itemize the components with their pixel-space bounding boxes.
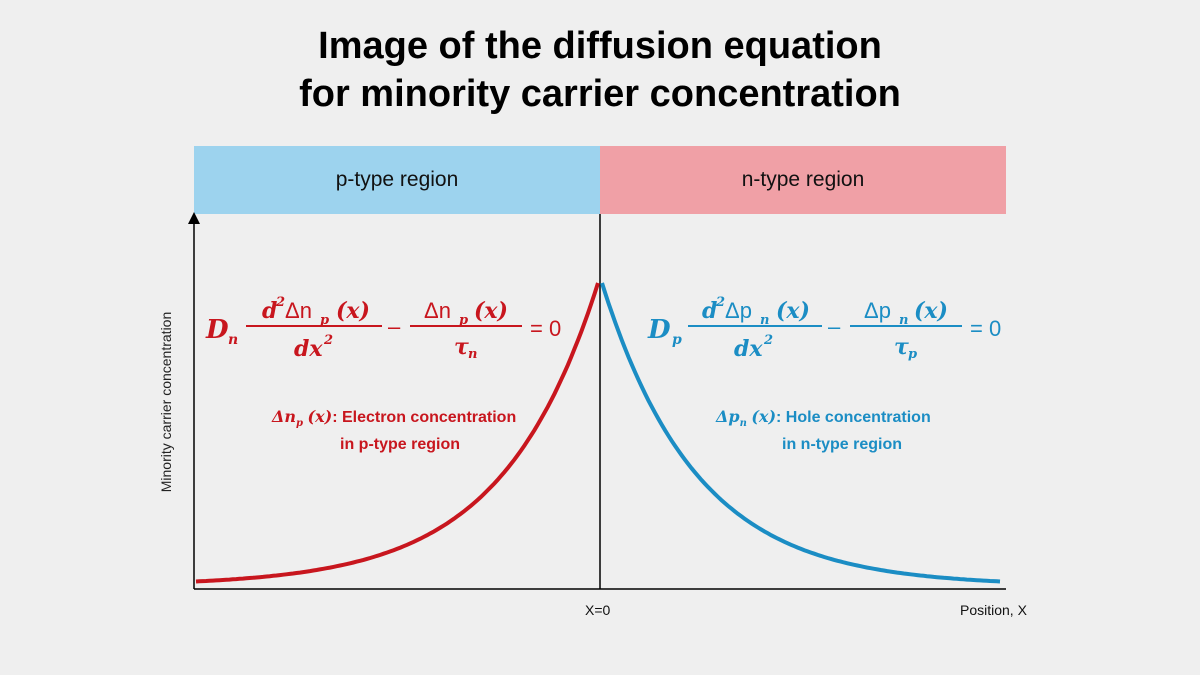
eq-left-num2-delta: Δn: [424, 298, 451, 323]
eq-right-num2-delta: Δp: [864, 298, 891, 323]
title-line-1: Image of the diffusion equation: [318, 25, 882, 67]
desc-right-line2: in n-type region: [782, 436, 902, 454]
desc-left-sub: p: [296, 418, 304, 430]
eq-left-den2-sub: n: [468, 347, 477, 362]
origin-label: X=0: [585, 602, 611, 618]
eq-left-den1-sup: 2: [323, 333, 333, 348]
eq-right-num1-d: d: [702, 298, 717, 324]
eq-left-num1-arg: (x): [336, 298, 370, 324]
eq-left-den2: τ: [454, 334, 469, 360]
eq-left-num2-arg: (x): [474, 298, 508, 324]
diagram-title: Image of the diffusion equation for mino…: [0, 22, 1200, 118]
title-line-2: for minority carrier concentration: [299, 73, 901, 115]
electron-concentration-description: Δnp (x): Electron concentration in p-typ…: [272, 406, 516, 455]
eq-right-den2: τ: [894, 334, 909, 360]
eq-right-D-sub: p: [672, 332, 682, 348]
eq-right-num1-sub: n: [760, 313, 769, 328]
electron-concentration-curve: [195, 282, 600, 584]
eq-right-den1-sup: 2: [763, 333, 773, 348]
eq-right-num2-arg: (x): [914, 298, 948, 324]
hole-concentration-description: Δpn (x): Hole concentration in n-type re…: [716, 406, 931, 455]
x-axis-label: Position, X: [960, 602, 1027, 618]
desc-right-sub: n: [739, 418, 747, 430]
eq-right-num1-arg: (x): [776, 298, 810, 324]
eq-left-num1-sub: p: [320, 313, 329, 328]
eq-right-D: D: [647, 315, 671, 345]
eq-left-rhs: = 0: [530, 316, 561, 341]
eq-right-den1: dx: [734, 336, 763, 362]
eq-right-rhs: = 0: [970, 316, 1001, 341]
p-type-region-label: p-type region: [335, 168, 459, 191]
eq-right-num2-sub: n: [899, 313, 908, 328]
hole-concentration-curve: [600, 282, 1001, 584]
eq-left-num1-sup: 2: [275, 295, 285, 310]
n-type-region-label: n-type region: [741, 168, 865, 191]
electron-diffusion-equation: D n d 2 Δn p (x) dx 2 – Δn p (x) τ n = 0: [205, 295, 561, 362]
desc-left-var: Δn: [272, 407, 297, 426]
eq-left-D: D: [205, 315, 229, 345]
eq-right-num1-sup: 2: [715, 295, 725, 310]
desc-left-rest: : Electron concentration: [332, 409, 517, 426]
desc-right-rest: : Hole concentration: [776, 409, 931, 426]
eq-left-D-sub: n: [228, 332, 238, 348]
eq-left-num1-delta: Δn: [285, 298, 312, 323]
eq-left-minus: –: [388, 314, 401, 339]
desc-left-line2: in p-type region: [340, 436, 460, 454]
hole-diffusion-equation: D p d 2 Δp n (x) dx 2 – Δp n (x) τ p = 0: [647, 295, 1001, 362]
p-type-region-band: p-type region: [194, 146, 600, 214]
y-axis-label: Minority carrier concentration: [158, 311, 174, 493]
y-axis-arrow-icon: [188, 212, 200, 224]
eq-left-num2-sub: p: [459, 313, 468, 328]
eq-left-den1: dx: [294, 336, 323, 362]
n-type-region-band: n-type region: [600, 146, 1006, 214]
eq-right-den2-sub: p: [908, 347, 917, 362]
desc-right-var: Δp: [716, 407, 740, 426]
eq-right-minus: –: [828, 314, 841, 339]
eq-right-num1-delta: Δp: [725, 298, 752, 323]
desc-right-arg: (x): [751, 407, 777, 426]
eq-left-num1-d: d: [262, 298, 277, 324]
desc-left-arg: (x): [307, 407, 333, 426]
